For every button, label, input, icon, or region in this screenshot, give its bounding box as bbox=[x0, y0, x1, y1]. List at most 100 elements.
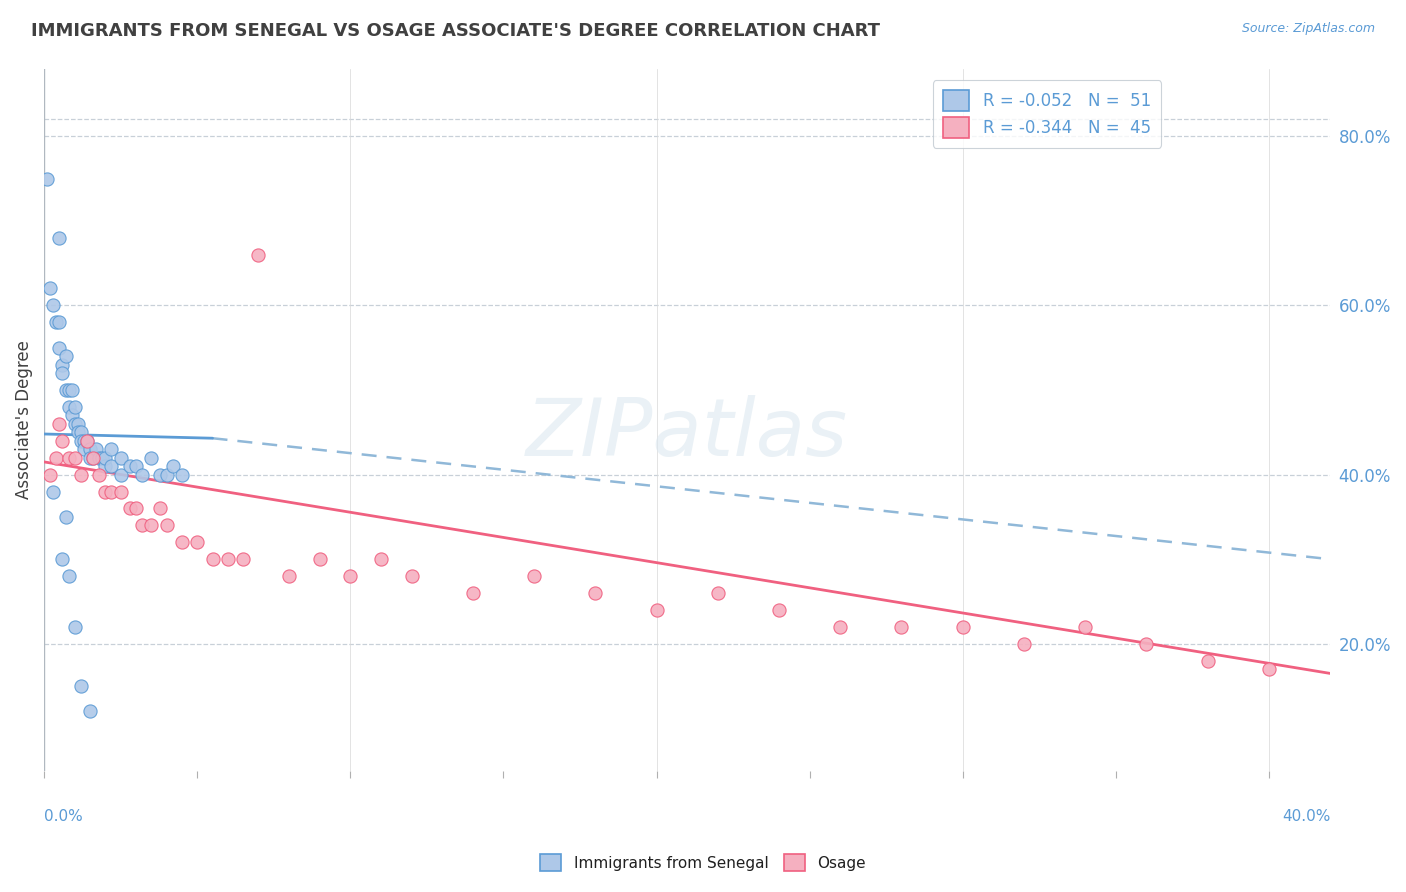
Point bbox=[118, 459, 141, 474]
Point bbox=[79, 705, 101, 719]
Point bbox=[131, 518, 153, 533]
Point bbox=[339, 569, 361, 583]
Point bbox=[370, 552, 392, 566]
Point bbox=[51, 366, 73, 380]
Point bbox=[39, 281, 62, 295]
Point bbox=[89, 467, 111, 482]
Point bbox=[141, 518, 163, 533]
Point bbox=[217, 552, 239, 566]
Point bbox=[100, 442, 122, 457]
Point bbox=[706, 586, 728, 600]
Point bbox=[60, 409, 83, 423]
Text: ZIPatlas: ZIPatlas bbox=[526, 394, 848, 473]
Point bbox=[60, 383, 83, 397]
Point bbox=[170, 467, 193, 482]
Point bbox=[58, 383, 80, 397]
Point bbox=[1012, 637, 1035, 651]
Point bbox=[76, 434, 98, 448]
Point bbox=[66, 425, 89, 440]
Point bbox=[82, 450, 104, 465]
Point bbox=[1074, 620, 1097, 634]
Point bbox=[42, 484, 65, 499]
Point bbox=[42, 298, 65, 312]
Point bbox=[51, 434, 73, 448]
Point bbox=[1258, 662, 1281, 676]
Point bbox=[645, 603, 668, 617]
Point bbox=[162, 459, 184, 474]
Point bbox=[110, 484, 132, 499]
Point bbox=[100, 459, 122, 474]
Point bbox=[131, 467, 153, 482]
Point bbox=[94, 459, 117, 474]
Point bbox=[830, 620, 852, 634]
Point bbox=[66, 417, 89, 431]
Point bbox=[125, 459, 148, 474]
Point bbox=[70, 467, 93, 482]
Point bbox=[48, 315, 70, 329]
Y-axis label: Associate's Degree: Associate's Degree bbox=[15, 340, 32, 499]
Point bbox=[110, 467, 132, 482]
Point bbox=[45, 450, 67, 465]
Point bbox=[89, 450, 111, 465]
Legend: Immigrants from Senegal, Osage: Immigrants from Senegal, Osage bbox=[534, 848, 872, 877]
Point bbox=[768, 603, 790, 617]
Point bbox=[523, 569, 546, 583]
Point bbox=[79, 450, 101, 465]
Point bbox=[149, 467, 172, 482]
Point bbox=[278, 569, 301, 583]
Point bbox=[232, 552, 254, 566]
Point bbox=[1197, 654, 1219, 668]
Point bbox=[70, 679, 93, 693]
Point bbox=[58, 450, 80, 465]
Legend: R = -0.052   N =  51, R = -0.344   N =  45: R = -0.052 N = 51, R = -0.344 N = 45 bbox=[932, 80, 1161, 148]
Point bbox=[170, 535, 193, 549]
Point bbox=[110, 450, 132, 465]
Text: 40.0%: 40.0% bbox=[1282, 809, 1330, 824]
Point bbox=[76, 434, 98, 448]
Point bbox=[51, 552, 73, 566]
Point bbox=[79, 442, 101, 457]
Text: 0.0%: 0.0% bbox=[44, 809, 83, 824]
Point bbox=[63, 450, 86, 465]
Point bbox=[890, 620, 912, 634]
Point bbox=[55, 349, 77, 363]
Point bbox=[186, 535, 208, 549]
Point bbox=[63, 417, 86, 431]
Point bbox=[55, 383, 77, 397]
Point bbox=[63, 400, 86, 414]
Point bbox=[94, 450, 117, 465]
Point bbox=[583, 586, 606, 600]
Text: Source: ZipAtlas.com: Source: ZipAtlas.com bbox=[1241, 22, 1375, 36]
Point bbox=[149, 501, 172, 516]
Point bbox=[461, 586, 484, 600]
Point bbox=[82, 450, 104, 465]
Point bbox=[247, 247, 270, 261]
Point bbox=[1135, 637, 1157, 651]
Point bbox=[94, 484, 117, 499]
Point bbox=[48, 417, 70, 431]
Point bbox=[63, 620, 86, 634]
Point bbox=[58, 400, 80, 414]
Point bbox=[55, 509, 77, 524]
Point bbox=[58, 569, 80, 583]
Point bbox=[100, 484, 122, 499]
Point bbox=[48, 231, 70, 245]
Point bbox=[45, 315, 67, 329]
Point bbox=[91, 450, 114, 465]
Point bbox=[39, 467, 62, 482]
Point bbox=[401, 569, 423, 583]
Point bbox=[70, 434, 93, 448]
Text: IMMIGRANTS FROM SENEGAL VS OSAGE ASSOCIATE'S DEGREE CORRELATION CHART: IMMIGRANTS FROM SENEGAL VS OSAGE ASSOCIA… bbox=[31, 22, 880, 40]
Point bbox=[84, 442, 107, 457]
Point bbox=[155, 518, 177, 533]
Point bbox=[73, 434, 96, 448]
Point bbox=[201, 552, 224, 566]
Point bbox=[73, 442, 96, 457]
Point bbox=[118, 501, 141, 516]
Point bbox=[952, 620, 974, 634]
Point bbox=[37, 171, 59, 186]
Point bbox=[125, 501, 148, 516]
Point bbox=[308, 552, 330, 566]
Point bbox=[155, 467, 177, 482]
Point bbox=[141, 450, 163, 465]
